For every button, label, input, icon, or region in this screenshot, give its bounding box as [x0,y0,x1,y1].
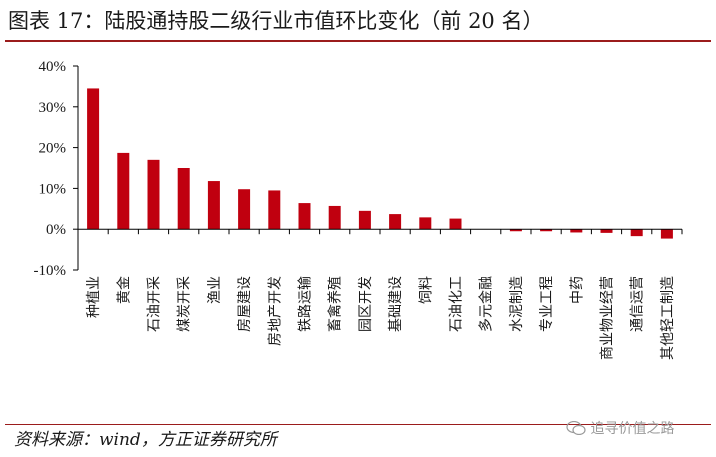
bar [207,181,220,230]
category-label: 房地产开发 [267,276,283,346]
category-label: 通信运营 [630,276,646,332]
category-label: 渔业 [207,276,223,304]
x-axis [77,228,683,235]
category-label: 畜禽养殖 [327,276,344,332]
watermark-text: 追寻价值之路 [590,421,675,437]
bar [419,217,432,230]
category-label: 园区开发 [358,276,374,332]
bar [87,88,100,230]
bar [298,203,311,230]
category-label: 商业物业经营 [600,276,616,360]
y-tick-label: 0% [46,222,66,238]
bar [660,229,673,239]
category-label: 黄金 [115,276,132,304]
category-labels: 种植业 黄金 石油开采 煤炭开采 渔业 房屋建设 房地产开发 铁路运输 畜禽养殖 园区开发 基础建设… [86,276,676,360]
category-label: 石油开采 [147,276,163,332]
category-label: 专业工程 [539,276,555,332]
y-tick-label: -10% [34,263,67,279]
category-label: 多元金融 [478,276,495,332]
bar [358,210,371,230]
bar-chart: -10% 0% 10% 20% 30% 40% 种植业 黄金 石油开采 煤炭开采 渔业 房屋建设 房地… [34,59,683,360]
bar [328,205,341,230]
bar [389,214,402,230]
category-label: 中药 [569,276,585,304]
y-axis: -10% 0% 10% 20% 30% 40% [34,59,79,279]
y-tick-label: 10% [39,181,67,197]
bar [509,229,522,232]
bar [147,159,160,230]
bar [570,229,583,233]
bar [238,189,251,230]
category-label: 水泥制造 [509,276,525,332]
category-label: 种植业 [86,276,102,318]
category-label: 房屋建设 [237,276,253,332]
category-label: 铁路运输 [298,276,314,332]
bar [540,229,553,232]
category-label: 基础建设 [387,276,404,332]
bars [87,88,673,239]
source-rule [5,424,711,425]
title-rule [5,40,711,42]
bar [630,229,643,237]
y-tick-label: 40% [39,59,67,75]
category-label: 饲料 [418,276,434,304]
source-note: 资料来源：wind，方正证券研究所 [14,430,277,450]
y-tick-label: 20% [39,141,67,157]
bar [268,190,281,230]
bar [177,168,190,230]
wechat-icon [566,421,586,435]
watermark: 追寻价值之路 [566,418,674,440]
category-label: 石油化工 [449,276,465,332]
bar [117,152,130,230]
bar [449,218,462,230]
y-tick-label: 30% [39,100,67,116]
category-label: 其他轻工制造 [660,276,676,360]
chart-title: 图表 17：陆股通持股二级行业市值环比变化（前 20 名） [8,9,544,33]
bar [600,229,613,233]
category-label: 煤炭开采 [177,276,193,332]
